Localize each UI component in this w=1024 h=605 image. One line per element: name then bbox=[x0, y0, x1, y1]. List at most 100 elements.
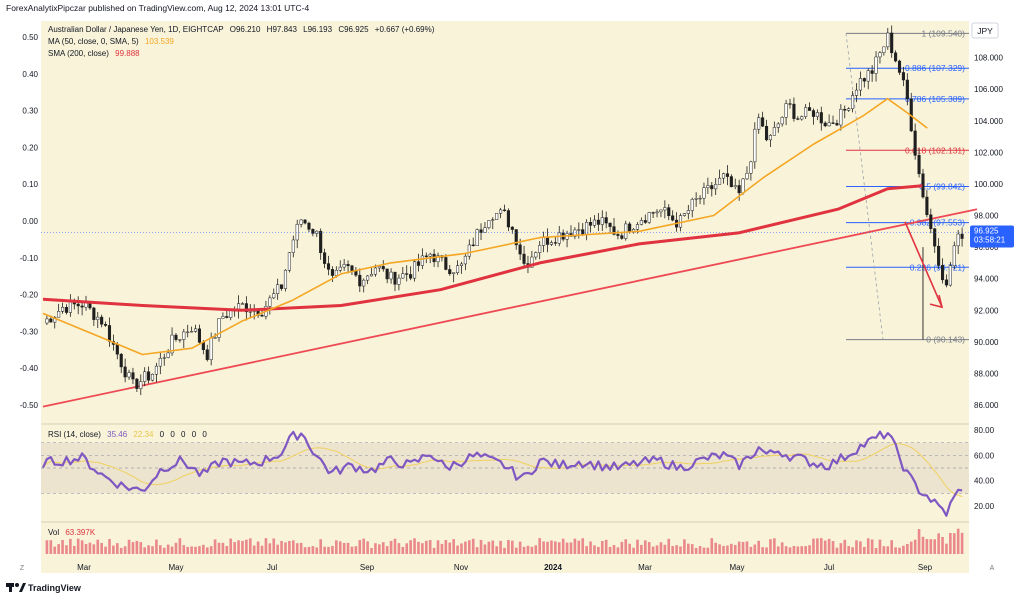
volume-bar bbox=[307, 546, 311, 554]
candle-body bbox=[135, 378, 139, 389]
volume-legend[interactable]: Vol bbox=[48, 528, 59, 537]
price-axis[interactable]: 86.000 88.000 90.000 92.000 94.000 96.000 98.0… bbox=[974, 54, 1003, 410]
z-button[interactable]: Z bbox=[20, 565, 25, 572]
volume-bar bbox=[315, 547, 319, 554]
volume-bar bbox=[139, 542, 143, 554]
volume-bar bbox=[636, 539, 639, 554]
volume-bar bbox=[217, 542, 221, 554]
candle-body bbox=[315, 230, 319, 234]
candle-body bbox=[342, 264, 346, 268]
candle-body bbox=[139, 381, 143, 389]
trendline[interactable] bbox=[42, 208, 978, 408]
volume-bar bbox=[436, 540, 440, 554]
moving-averages bbox=[42, 97, 928, 356]
ma50-legend[interactable]: MA (50, close, 0, SMA, 5) bbox=[48, 37, 139, 46]
volume-bar bbox=[205, 547, 209, 554]
candle-body bbox=[393, 271, 397, 285]
candle-body bbox=[260, 315, 264, 317]
volume-bar bbox=[800, 546, 804, 554]
price-axis-label: 86.000 bbox=[974, 401, 999, 410]
volume-bar bbox=[131, 542, 135, 554]
volume-bar bbox=[921, 536, 925, 554]
volume-bar bbox=[444, 540, 448, 554]
forecast-arrow-line[interactable] bbox=[904, 221, 943, 308]
candle-body bbox=[733, 185, 737, 188]
volume-bar bbox=[49, 540, 53, 554]
volume-bar bbox=[581, 538, 585, 554]
candle-body bbox=[123, 366, 127, 378]
time-axis[interactable]: Mar May Jul Sep Nov 2024 Mar May Jul Sep bbox=[77, 563, 933, 572]
tradingview-brand: TradingView bbox=[28, 583, 82, 593]
ma50-value: 103.539 bbox=[145, 37, 174, 46]
currency-button[interactable] bbox=[971, 22, 999, 39]
a-button[interactable]: A bbox=[990, 565, 995, 572]
volume-bar bbox=[202, 544, 205, 554]
volume-bar bbox=[424, 540, 428, 554]
volume-bar bbox=[780, 542, 784, 554]
candle-body bbox=[174, 334, 178, 340]
candle-body bbox=[518, 244, 522, 255]
candle-body bbox=[808, 107, 812, 111]
volume-bar bbox=[362, 538, 366, 554]
candle-body bbox=[409, 274, 413, 279]
rsi-legend[interactable]: RSI (14, close) bbox=[48, 430, 101, 439]
volume-bar bbox=[421, 543, 424, 554]
volume-bar bbox=[667, 538, 671, 554]
ohlc-low: L96.193 bbox=[303, 25, 332, 34]
volume-bar bbox=[61, 540, 64, 554]
candle-body bbox=[655, 211, 659, 214]
volume-bar bbox=[401, 546, 405, 554]
volume-bar bbox=[726, 545, 729, 554]
volume-bar bbox=[859, 541, 862, 554]
candle-body bbox=[186, 331, 190, 333]
candle-body bbox=[76, 303, 80, 307]
candle-body bbox=[639, 220, 643, 225]
fib-label: 0.382 (97.553) bbox=[910, 218, 965, 228]
volume-bar bbox=[765, 547, 768, 554]
sma200-legend[interactable]: SMA (200, close) bbox=[48, 49, 109, 58]
candle-body bbox=[811, 110, 816, 117]
candle-body bbox=[651, 212, 655, 214]
candle-body bbox=[475, 229, 479, 246]
volume-bar bbox=[123, 546, 127, 554]
volume-bar bbox=[483, 544, 487, 554]
volume-bar bbox=[804, 546, 807, 554]
candle-body bbox=[381, 266, 385, 270]
volume-bar bbox=[604, 539, 608, 554]
ascending-trendline[interactable] bbox=[42, 208, 978, 408]
volume-bar bbox=[616, 547, 620, 554]
volume-bar bbox=[475, 547, 479, 554]
candle-body bbox=[557, 232, 561, 244]
volume-bar bbox=[452, 539, 455, 554]
volume-bar bbox=[295, 543, 299, 554]
volume-bar bbox=[440, 543, 444, 554]
volume-bar bbox=[432, 547, 436, 554]
volume-bar bbox=[413, 538, 416, 554]
volume-bar bbox=[600, 541, 604, 554]
candle-body bbox=[303, 219, 307, 224]
volume-bar bbox=[882, 546, 886, 554]
candle-body bbox=[401, 273, 405, 279]
fibonacci-retracement[interactable]: 1 (109.540) 0.886 (107.329) 0.786 (105.389… bbox=[845, 28, 969, 345]
volume-bar bbox=[299, 542, 303, 554]
candle-body bbox=[272, 293, 276, 299]
candle-body bbox=[143, 371, 147, 382]
volume-bar bbox=[464, 541, 467, 554]
rsi-extra-5: 0 bbox=[202, 430, 207, 439]
candle-body bbox=[776, 123, 780, 128]
time-axis-label: May bbox=[168, 563, 183, 572]
candle-body bbox=[416, 261, 421, 266]
candle-body bbox=[420, 255, 424, 266]
candle-body bbox=[960, 233, 964, 239]
fib-label: 0 (90.143) bbox=[926, 335, 965, 345]
candle-body bbox=[530, 256, 534, 268]
candle-body bbox=[326, 263, 331, 270]
candle-body bbox=[792, 103, 796, 119]
candle-body bbox=[549, 242, 553, 245]
candle-body bbox=[592, 219, 597, 226]
candle-body bbox=[768, 135, 772, 141]
forecast-arrow[interactable] bbox=[904, 221, 944, 309]
candle-body bbox=[612, 226, 616, 235]
left-axis-label: -0.10 bbox=[20, 254, 39, 263]
